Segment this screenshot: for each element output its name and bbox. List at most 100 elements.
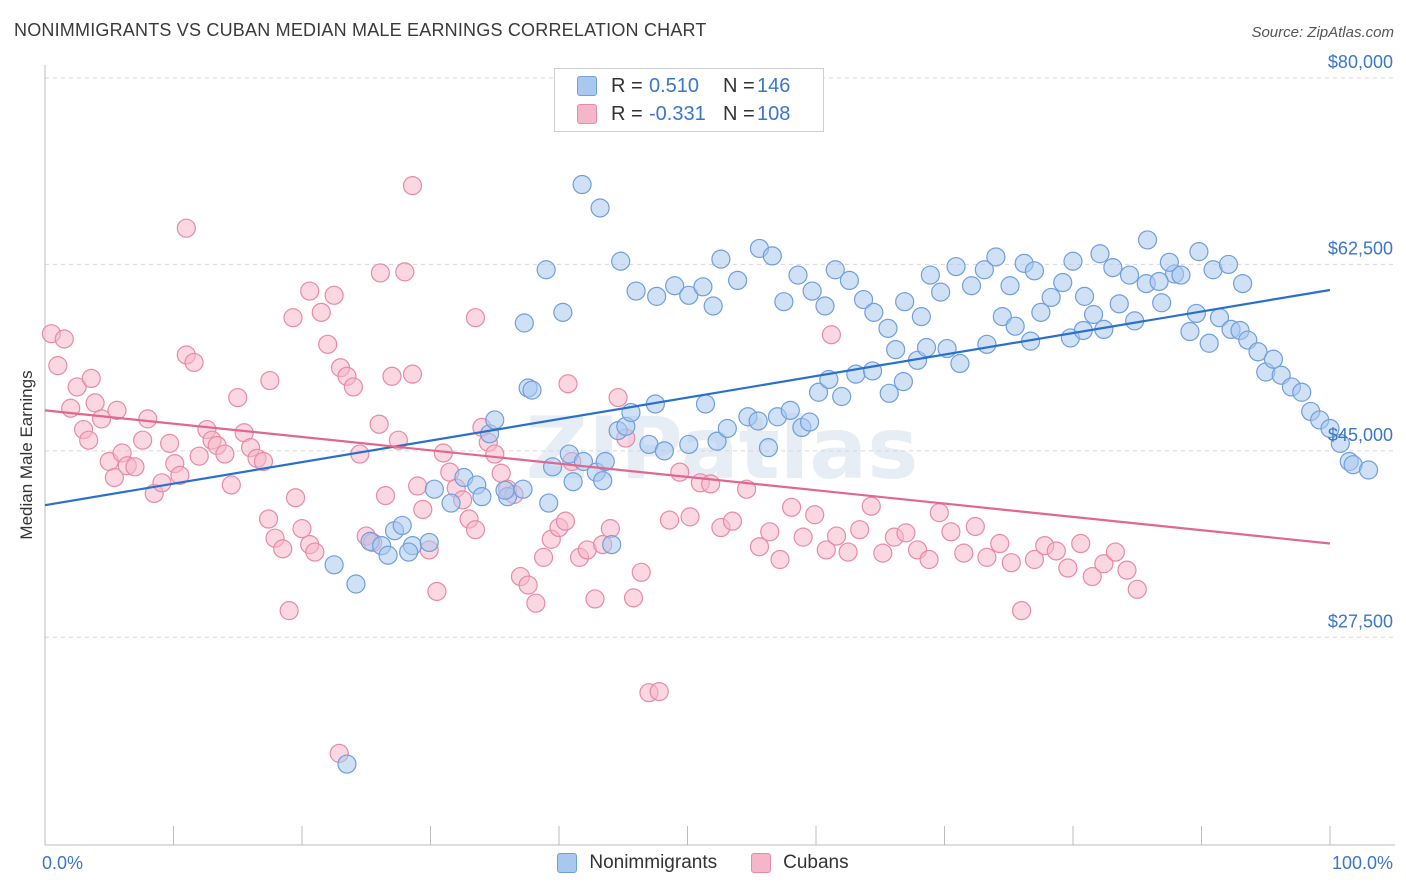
data-point-nonimmigrants bbox=[611, 251, 631, 271]
data-point-nonimmigrants bbox=[513, 479, 533, 499]
data-point-nonimmigrants bbox=[539, 493, 559, 513]
data-point-cubans bbox=[1046, 541, 1066, 561]
data-point-nonimmigrants bbox=[799, 412, 820, 432]
data-point-nonimmigrants bbox=[346, 574, 366, 594]
n-label: N = bbox=[723, 74, 755, 97]
data-point-cubans bbox=[258, 509, 279, 529]
legend-item-cubans: Cubans bbox=[751, 852, 849, 874]
data-point-cubans bbox=[954, 543, 974, 563]
data-point-nonimmigrants bbox=[977, 334, 997, 354]
data-point-cubans bbox=[990, 533, 1010, 554]
data-point-nonimmigrants bbox=[1358, 460, 1379, 480]
n-label: N = bbox=[723, 102, 755, 125]
y-tick-label: $27,500 bbox=[1328, 611, 1393, 631]
legend-swatch-blue bbox=[557, 853, 578, 873]
data-point-cubans bbox=[305, 542, 325, 562]
data-point-cubans bbox=[300, 281, 320, 301]
data-point-nonimmigrants bbox=[1090, 244, 1110, 264]
data-point-nonimmigrants bbox=[1000, 276, 1020, 296]
data-point-cubans bbox=[1071, 533, 1091, 554]
data-point-cubans bbox=[1058, 558, 1078, 578]
y-axis-label: Median Male Earnings bbox=[17, 370, 36, 539]
data-point-nonimmigrants bbox=[748, 411, 768, 431]
data-point-nonimmigrants bbox=[1149, 271, 1169, 292]
data-point-cubans bbox=[670, 462, 690, 482]
data-point-cubans bbox=[649, 681, 669, 702]
data-point-nonimmigrants bbox=[703, 296, 723, 316]
data-point-nonimmigrants bbox=[802, 281, 822, 301]
data-point-cubans bbox=[125, 457, 145, 477]
data-point-cubans bbox=[279, 601, 299, 621]
data-point-nonimmigrants bbox=[392, 515, 412, 536]
data-point-cubans bbox=[184, 352, 204, 373]
data-point-cubans bbox=[760, 522, 780, 542]
data-point-nonimmigrants bbox=[514, 313, 534, 333]
data-point-nonimmigrants bbox=[1320, 418, 1340, 439]
data-point-cubans bbox=[285, 488, 306, 508]
data-point-cubans bbox=[533, 547, 554, 567]
data-point-cubans bbox=[292, 519, 312, 539]
data-point-cubans bbox=[318, 334, 338, 354]
data-point-nonimmigrants bbox=[654, 441, 674, 461]
r-value: -0.331 bbox=[649, 102, 706, 125]
data-point-nonimmigrants bbox=[1137, 230, 1158, 250]
data-point-cubans bbox=[821, 325, 842, 345]
data-point-cubans bbox=[382, 366, 402, 386]
data-point-cubans bbox=[369, 414, 389, 434]
trend-lines bbox=[44, 288, 1331, 545]
legend-label: Nonimmigrants bbox=[589, 852, 718, 873]
n-value: 108 bbox=[757, 102, 791, 125]
data-point-cubans bbox=[67, 377, 87, 397]
legend-swatch-pink bbox=[577, 104, 597, 124]
data-point-cubans bbox=[600, 519, 621, 539]
data-point-cubans bbox=[253, 451, 274, 472]
data-point-nonimmigrants bbox=[946, 256, 966, 277]
data-point-cubans bbox=[176, 218, 196, 238]
data-point-cubans bbox=[722, 511, 743, 531]
data-point-cubans bbox=[1127, 579, 1147, 599]
data-point-nonimmigrants bbox=[679, 434, 699, 455]
data-point-cubans bbox=[189, 446, 209, 466]
data-point-nonimmigrants bbox=[1005, 316, 1025, 336]
data-point-nonimmigrants bbox=[758, 438, 779, 458]
data-point-nonimmigrants bbox=[1053, 272, 1073, 293]
data-point-nonimmigrants bbox=[563, 472, 583, 492]
data-point-cubans bbox=[850, 520, 870, 540]
y-tick-label: $62,500 bbox=[1328, 238, 1393, 258]
data-point-nonimmigrants bbox=[1189, 242, 1209, 262]
data-point-cubans bbox=[324, 285, 344, 305]
data-point-nonimmigrants bbox=[853, 289, 874, 310]
data-point-cubans bbox=[770, 549, 790, 570]
data-point-cubans bbox=[81, 368, 101, 389]
series-cubans bbox=[41, 175, 1147, 763]
data-point-nonimmigrants bbox=[1263, 349, 1284, 369]
data-point-cubans bbox=[585, 589, 605, 609]
stats-legend: R = 0.510 N = 146 R = -0.331 N = 108 bbox=[554, 68, 824, 132]
data-point-nonimmigrants bbox=[707, 431, 727, 451]
data-point-cubans bbox=[465, 520, 486, 540]
data-point-cubans bbox=[518, 575, 538, 595]
data-point-nonimmigrants bbox=[916, 337, 937, 358]
legend-row-nonimmigrants: R = 0.510 N = 146 bbox=[577, 73, 790, 99]
data-point-nonimmigrants bbox=[920, 265, 940, 285]
data-point-cubans bbox=[402, 364, 423, 384]
data-point-cubans bbox=[965, 516, 985, 537]
data-point-cubans bbox=[608, 387, 628, 408]
data-point-nonimmigrants bbox=[986, 247, 1006, 267]
data-point-cubans bbox=[427, 581, 447, 602]
data-point-cubans bbox=[1082, 566, 1102, 587]
data-point-cubans bbox=[395, 262, 415, 282]
data-point-nonimmigrants bbox=[895, 292, 915, 312]
data-point-cubans bbox=[873, 543, 893, 563]
data-point-cubans bbox=[838, 542, 858, 562]
data-point-cubans bbox=[1001, 553, 1021, 573]
data-point-cubans bbox=[408, 476, 428, 496]
source-label: Source: ZipAtlas.com bbox=[1251, 24, 1394, 41]
data-point-cubans bbox=[465, 308, 486, 328]
data-point-cubans bbox=[941, 522, 961, 542]
data-point-nonimmigrants bbox=[1330, 433, 1350, 453]
legend-row-cubans: R = -0.331 N = 108 bbox=[577, 101, 790, 127]
data-point-cubans bbox=[1094, 554, 1114, 574]
data-point-nonimmigrants bbox=[593, 471, 613, 491]
